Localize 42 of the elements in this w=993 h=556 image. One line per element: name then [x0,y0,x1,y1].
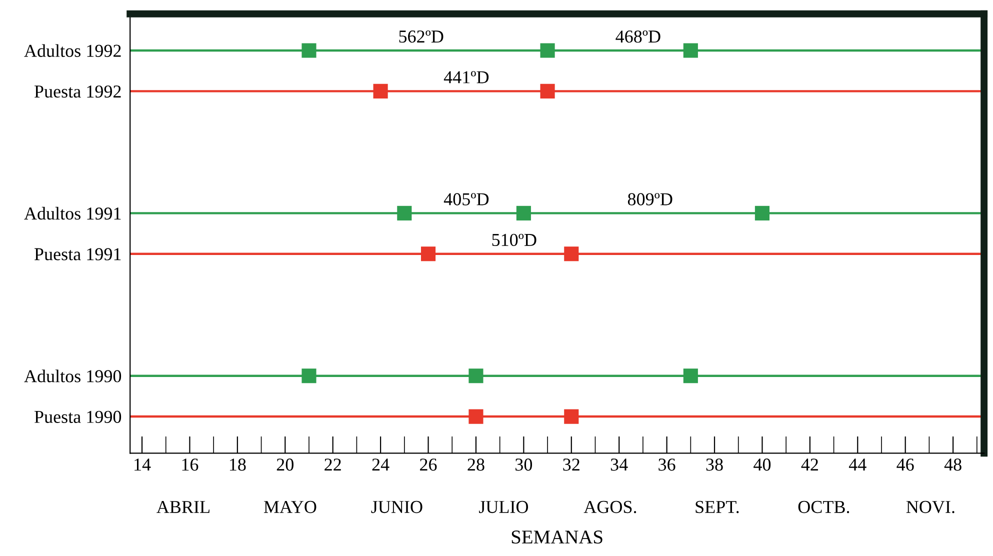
x-tick-label: 32 [563,458,580,471]
annotation: 809ºD [628,193,672,206]
y-tick-label: Puesta 1992 [34,85,121,98]
x-tick-label: 30 [516,458,532,471]
x-tick-label: 40 [754,458,771,471]
x-tick-label: 20 [276,458,294,471]
annotation: 441ºD [444,71,489,84]
y-tick-label: Adultos 1991 [24,206,121,220]
text: AGOS. [584,500,636,514]
x-axis-title: SEMANAS [512,530,602,544]
x-tick-label: 46 [896,458,914,471]
text: SEPT. [696,500,739,514]
y-tick-label: Puesta 1990 [34,410,122,423]
x-tick-label: 24 [372,458,390,471]
x-tick-label: 36 [658,458,676,471]
y-tick-label: Puesta 1991 [34,248,121,260]
point [754,206,770,220]
text: NOVI. [906,500,954,514]
point [683,368,698,384]
text: JUNIO [371,500,422,514]
x-tick-label: 42 [801,458,818,471]
x-tick-label: 34 [610,458,628,471]
text: OCTB. [798,500,850,514]
x-tick-label: 14 [134,458,151,471]
annotation: 405ºD [444,193,489,206]
point [683,43,698,58]
x-tick-label: 26 [420,458,437,471]
x-tick-label: 18 [230,458,246,471]
y-tick-label: Adultos 1992 [24,44,121,57]
x-tick-label: 16 [182,458,198,471]
text: ABRIL [156,500,210,513]
x-tick-label: 48 [944,458,962,471]
annotation: 562ºD [399,30,444,43]
x-tick-label: 38 [706,458,723,471]
text: JULIO [479,500,528,514]
annotation: 468ºD [616,30,660,43]
text: MAYO [264,500,316,514]
y-tick-label: Adultos 1990 [24,370,122,382]
x-tick-label: 22 [324,458,341,471]
x-tick-label: 28 [468,458,484,471]
annotation: 510ºD [492,234,536,246]
x-tick-label: 44 [848,458,866,471]
